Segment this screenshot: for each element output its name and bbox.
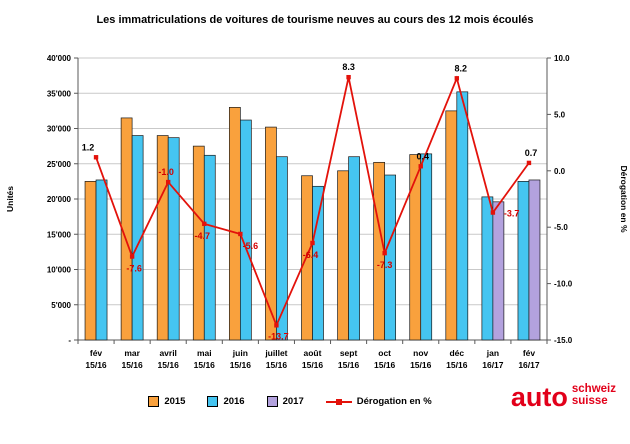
logo-word: auto — [510, 382, 568, 413]
svg-text:fév: fév — [90, 348, 103, 358]
svg-text:-5.0: -5.0 — [554, 223, 568, 232]
svg-text:15/16: 15/16 — [85, 360, 107, 370]
legend-label-derogation: Dérogation en % — [356, 396, 432, 407]
svg-text:-: - — [68, 336, 71, 345]
svg-text:-10.0: -10.0 — [554, 280, 573, 289]
svg-text:15/16: 15/16 — [446, 360, 468, 370]
svg-text:15/16: 15/16 — [266, 360, 288, 370]
svg-text:fév: fév — [523, 348, 536, 358]
svg-text:15/16: 15/16 — [230, 360, 252, 370]
svg-text:-5.6: -5.6 — [243, 241, 259, 251]
svg-text:déc: déc — [449, 348, 464, 358]
svg-text:0.0: 0.0 — [554, 167, 566, 176]
svg-text:8.2: 8.2 — [455, 63, 468, 73]
svg-text:10.0: 10.0 — [554, 54, 570, 63]
svg-text:jan: jan — [486, 348, 499, 358]
legend-label-2016: 2016 — [223, 396, 245, 407]
svg-text:15/16: 15/16 — [410, 360, 432, 370]
svg-text:-15.0: -15.0 — [554, 336, 573, 345]
chart-legend: 2015 2016 2017 Dérogation en % — [0, 396, 580, 407]
y-left-axis-title: Unités — [5, 186, 15, 212]
legend-line-marker-icon — [335, 398, 342, 405]
legend-label-2015: 2015 — [164, 396, 186, 407]
svg-text:15/16: 15/16 — [121, 360, 143, 370]
svg-text:mar: mar — [124, 348, 140, 358]
svg-text:8.3: 8.3 — [342, 62, 355, 72]
svg-text:5.0: 5.0 — [554, 110, 566, 119]
svg-text:nov: nov — [413, 348, 428, 358]
svg-text:-7.6: -7.6 — [126, 264, 142, 274]
legend-swatch-2016-icon — [207, 396, 219, 407]
svg-text:15/16: 15/16 — [194, 360, 216, 370]
svg-text:-6.4: -6.4 — [303, 250, 319, 260]
y-axis-left: - 5'000 10'000 15'000 20'000 25'000 30'000 35'0… — [47, 54, 79, 345]
svg-text:40'000: 40'000 — [47, 54, 72, 63]
svg-text:15/16: 15/16 — [158, 360, 180, 370]
legend-item-2017: 2017 — [266, 396, 304, 407]
bars — [84, 91, 541, 341]
logo-line1: schweiz — [571, 383, 616, 395]
svg-text:20'000: 20'000 — [47, 195, 72, 204]
legend-line-icon — [325, 398, 352, 405]
legend-label-2017: 2017 — [282, 396, 304, 407]
legend-swatch-2015-icon — [148, 396, 160, 407]
data-labels: 1.2 -7.6 -1.0 -4.7 -5.6 -13.7 -6.4 8.3 -7.3 0.4 8.… — [82, 62, 537, 341]
svg-text:25'000: 25'000 — [47, 160, 72, 169]
svg-text:10'000: 10'000 — [47, 266, 72, 275]
logo-stack: schweiz suisse — [571, 383, 616, 408]
y-right-axis-title: Dérogation en % — [619, 165, 629, 233]
svg-text:juin: juin — [232, 348, 248, 358]
svg-text:août: août — [304, 348, 322, 358]
auto-schweiz-suisse-logo: auto schweiz suisse — [510, 382, 616, 413]
svg-text:15/16: 15/16 — [338, 360, 360, 370]
legend-swatch-2017-icon — [266, 396, 278, 407]
x-axis: fév 15/16 mar 15/16 avril 15/16 mai 15/16 juin 15… — [77, 339, 548, 370]
svg-text:-3.7: -3.7 — [504, 209, 520, 219]
svg-text:15/16: 15/16 — [374, 360, 396, 370]
svg-text:15'000: 15'000 — [47, 230, 72, 239]
trend-line — [93, 74, 532, 328]
svg-text:juillet: juillet — [264, 348, 287, 358]
chart-title: Les immatriculations de voitures de tour… — [96, 14, 534, 26]
svg-text:0.7: 0.7 — [525, 148, 538, 158]
legend-item-derogation: Dérogation en % — [325, 396, 432, 407]
combo-chart: - 5'000 10'000 15'000 20'000 25'000 30'000 35'0… — [5, 54, 629, 370]
svg-text:35'000: 35'000 — [47, 89, 72, 98]
svg-text:0.4: 0.4 — [416, 151, 429, 161]
svg-text:-7.3: -7.3 — [377, 260, 393, 270]
svg-text:oct: oct — [378, 348, 391, 358]
svg-text:sept: sept — [340, 348, 358, 358]
svg-text:1.2: 1.2 — [82, 142, 95, 152]
svg-text:30'000: 30'000 — [47, 125, 72, 134]
svg-text:16/17: 16/17 — [482, 360, 504, 370]
legend-item-2016: 2016 — [207, 396, 245, 407]
svg-text:-4.7: -4.7 — [195, 231, 211, 241]
svg-text:mai: mai — [197, 348, 212, 358]
svg-text:avril: avril — [159, 348, 177, 358]
svg-text:-1.0: -1.0 — [158, 167, 174, 177]
svg-text:15/16: 15/16 — [302, 360, 324, 370]
svg-text:-13.7: -13.7 — [268, 331, 289, 341]
svg-text:16/17: 16/17 — [518, 360, 540, 370]
legend-item-2015: 2015 — [148, 396, 185, 407]
y-axis-right: -15.0 -10.0 -5.0 0.0 5.0 10.0 — [546, 54, 573, 345]
svg-text:5'000: 5'000 — [51, 301, 71, 310]
logo-line2: suisse — [571, 394, 608, 407]
